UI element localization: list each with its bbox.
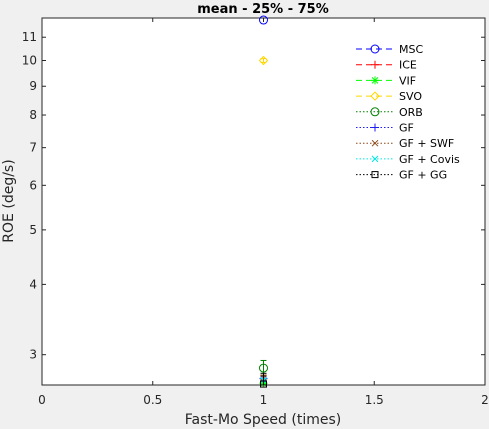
y-tick-label: 8 xyxy=(29,108,37,122)
data-point xyxy=(259,363,268,373)
y-tick-label: 6 xyxy=(29,178,37,192)
legend-marker xyxy=(371,171,379,179)
legend-entry: GF + Covis xyxy=(356,153,460,166)
legend-marker xyxy=(371,76,379,85)
legend-label: GF + Covis xyxy=(399,153,460,166)
legend-entry: ORB xyxy=(356,106,423,119)
x-tick-label: 0 xyxy=(38,393,46,407)
legend-label: SVO xyxy=(399,90,422,103)
legend-marker xyxy=(370,91,380,101)
legend-entry: VIF xyxy=(356,74,416,87)
y-axis-label: ROE (deg/s) xyxy=(1,159,17,242)
y-tick-label: 10 xyxy=(22,54,37,68)
legend-label: ORB xyxy=(399,106,423,119)
y-tick-label: 11 xyxy=(22,30,37,44)
y-tick-label: 5 xyxy=(29,223,37,237)
legend-marker xyxy=(371,155,379,163)
y-axis: 3 4 5 6 7 8 9 10 11 xyxy=(22,30,485,362)
legend-marker xyxy=(371,123,379,132)
series-gf-gg xyxy=(260,372,267,388)
legend-entry: GF + GG xyxy=(356,169,447,182)
x-tick-label: 1.5 xyxy=(365,393,384,407)
legend-label: GF + SWF xyxy=(399,137,454,150)
legend-label: GF + GG xyxy=(399,169,447,182)
legend-entry: GF + SWF xyxy=(356,137,454,150)
x-axis: 0 0.5 1 1.5 2 xyxy=(38,18,489,407)
y-tick-label: 4 xyxy=(29,277,37,291)
legend-entry: ICE xyxy=(356,59,417,72)
data-point xyxy=(258,55,269,66)
plot-area xyxy=(41,17,486,386)
legend-entry: MSC xyxy=(356,43,423,56)
series-svo xyxy=(258,55,269,66)
data-point xyxy=(259,15,268,25)
legend-marker xyxy=(370,44,380,54)
x-tick-label: 0.5 xyxy=(143,393,162,407)
data-marks xyxy=(258,15,269,388)
legend-marker xyxy=(371,139,379,147)
y-tick-label: 9 xyxy=(29,79,37,93)
legend-entry: SVO xyxy=(356,90,422,103)
data-point xyxy=(260,380,267,388)
legend: MSC ICE VIF SVO ORB GF GF + SWF GF + Covis GF + … xyxy=(356,43,460,182)
y-tick-label: 3 xyxy=(29,348,37,362)
legend-label: VIF xyxy=(399,74,416,87)
legend-marker xyxy=(371,60,379,69)
legend-marker xyxy=(370,107,380,117)
x-axis-label: Fast-Mo Speed (times) xyxy=(185,412,341,428)
chart-title: mean - 25% - 75% xyxy=(197,2,329,17)
y-tick-label: 7 xyxy=(29,141,37,155)
legend-label: GF xyxy=(399,122,414,135)
legend-label: MSC xyxy=(399,43,423,56)
x-tick-label: 2 xyxy=(481,393,489,407)
series-msc xyxy=(259,15,268,25)
x-tick-label: 1 xyxy=(260,393,268,407)
legend-entry: GF xyxy=(356,122,414,135)
legend-label: ICE xyxy=(399,59,417,72)
